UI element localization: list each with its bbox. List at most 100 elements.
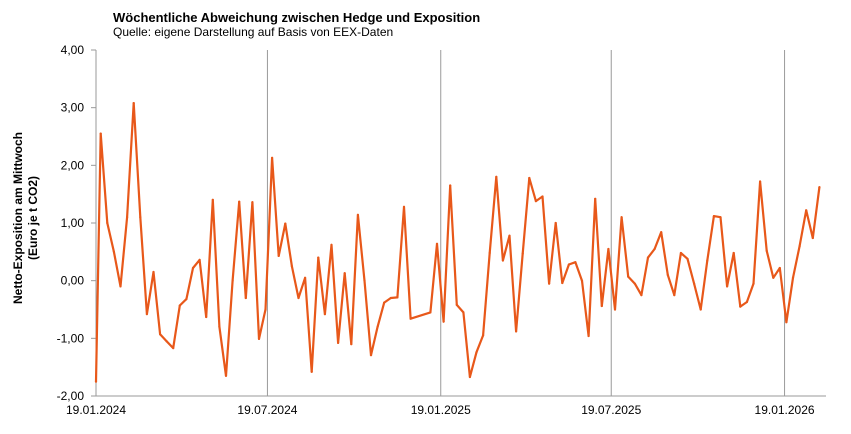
data-point <box>508 234 511 237</box>
data-point <box>587 334 590 338</box>
data-point <box>521 252 524 255</box>
data-point <box>290 265 293 268</box>
gridlines <box>266 50 786 396</box>
data-point <box>534 200 538 203</box>
data-point <box>673 294 676 297</box>
data-point <box>251 201 254 204</box>
data-point <box>765 249 768 252</box>
data-point <box>791 276 795 279</box>
data-point <box>739 305 742 308</box>
data-point <box>205 315 208 319</box>
data-point <box>112 250 115 253</box>
data-point <box>231 279 234 282</box>
data-point <box>369 354 373 357</box>
data-point <box>106 221 109 225</box>
x-tick-label: 19.01.2025 <box>411 403 471 417</box>
data-point <box>468 375 471 379</box>
data-point <box>501 259 504 262</box>
data-point <box>139 216 142 219</box>
data-point <box>317 256 320 259</box>
data-point <box>383 301 386 304</box>
data-point <box>350 343 353 346</box>
data-point <box>785 321 788 324</box>
data-point <box>712 215 716 218</box>
data-point <box>811 236 814 240</box>
data-point <box>594 197 597 200</box>
data-point <box>264 308 267 311</box>
data-point <box>126 216 129 219</box>
data-point <box>574 261 577 264</box>
data-point <box>745 300 749 304</box>
x-tick-label: 19.07.2024 <box>237 403 297 417</box>
data-point <box>679 251 683 255</box>
data-point <box>686 257 689 260</box>
data-point <box>778 266 781 270</box>
data-point <box>185 298 188 301</box>
x-tick-labels: 19.01.2024 19.07.2024 19.01.2025 19.07.2025… <box>66 403 815 417</box>
data-point <box>244 296 247 300</box>
data-point <box>488 251 491 255</box>
data-point <box>772 276 775 279</box>
data-point <box>284 222 287 225</box>
data-point <box>224 374 228 377</box>
data-point <box>455 303 458 306</box>
data-point <box>732 251 735 255</box>
data-point <box>482 334 485 337</box>
data-point <box>337 341 340 344</box>
data-point <box>257 337 261 340</box>
data-point <box>607 247 610 251</box>
data-point <box>620 216 623 219</box>
data-point <box>554 221 557 225</box>
data-point <box>389 296 392 300</box>
data-point <box>343 272 346 275</box>
data-point <box>119 285 122 288</box>
data-point <box>271 156 274 159</box>
data-point <box>633 282 636 285</box>
data-point <box>211 198 214 201</box>
data-point <box>330 243 333 246</box>
data-point <box>165 340 168 343</box>
x-tick-label: 19.01.2026 <box>755 403 815 417</box>
data-point <box>646 256 650 259</box>
data-point <box>752 282 755 285</box>
data-point <box>277 254 280 257</box>
data-point <box>145 313 148 316</box>
data-point <box>693 282 696 285</box>
x-tick-label: 19.01.2024 <box>66 403 126 417</box>
data-point <box>541 195 544 198</box>
y-tick-label: 2,00 <box>61 158 85 172</box>
y-axis-title: Netto-Exposition am Mittwoch (Euro je t … <box>11 132 40 304</box>
data-point <box>627 275 630 278</box>
data-point <box>653 247 656 251</box>
data-point <box>462 311 465 314</box>
data-point <box>805 209 808 212</box>
data-point <box>475 351 478 354</box>
chart-subtitle: Quelle: eigene Darstellung auf Basis von… <box>113 25 394 39</box>
data-point <box>640 294 643 297</box>
data-point <box>99 132 102 135</box>
data-point <box>435 242 439 245</box>
data-point <box>528 176 531 180</box>
axes <box>91 49 826 397</box>
data-point <box>580 279 584 282</box>
data-point <box>323 313 326 316</box>
data-point <box>660 231 663 234</box>
data-point <box>94 380 98 383</box>
series-line <box>94 101 821 383</box>
data-point <box>600 304 603 308</box>
data-point <box>238 200 241 203</box>
y-tick-label: 3,00 <box>61 101 85 115</box>
data-point <box>376 325 379 328</box>
data-point <box>726 285 729 288</box>
data-point <box>613 308 617 311</box>
data-point <box>356 213 359 216</box>
data-point <box>699 308 702 311</box>
series-group <box>94 101 821 383</box>
data-point <box>191 266 195 270</box>
data-point <box>442 320 445 323</box>
data-point <box>159 333 162 336</box>
data-point <box>515 330 518 333</box>
data-point <box>706 259 709 262</box>
data-point <box>429 311 432 314</box>
